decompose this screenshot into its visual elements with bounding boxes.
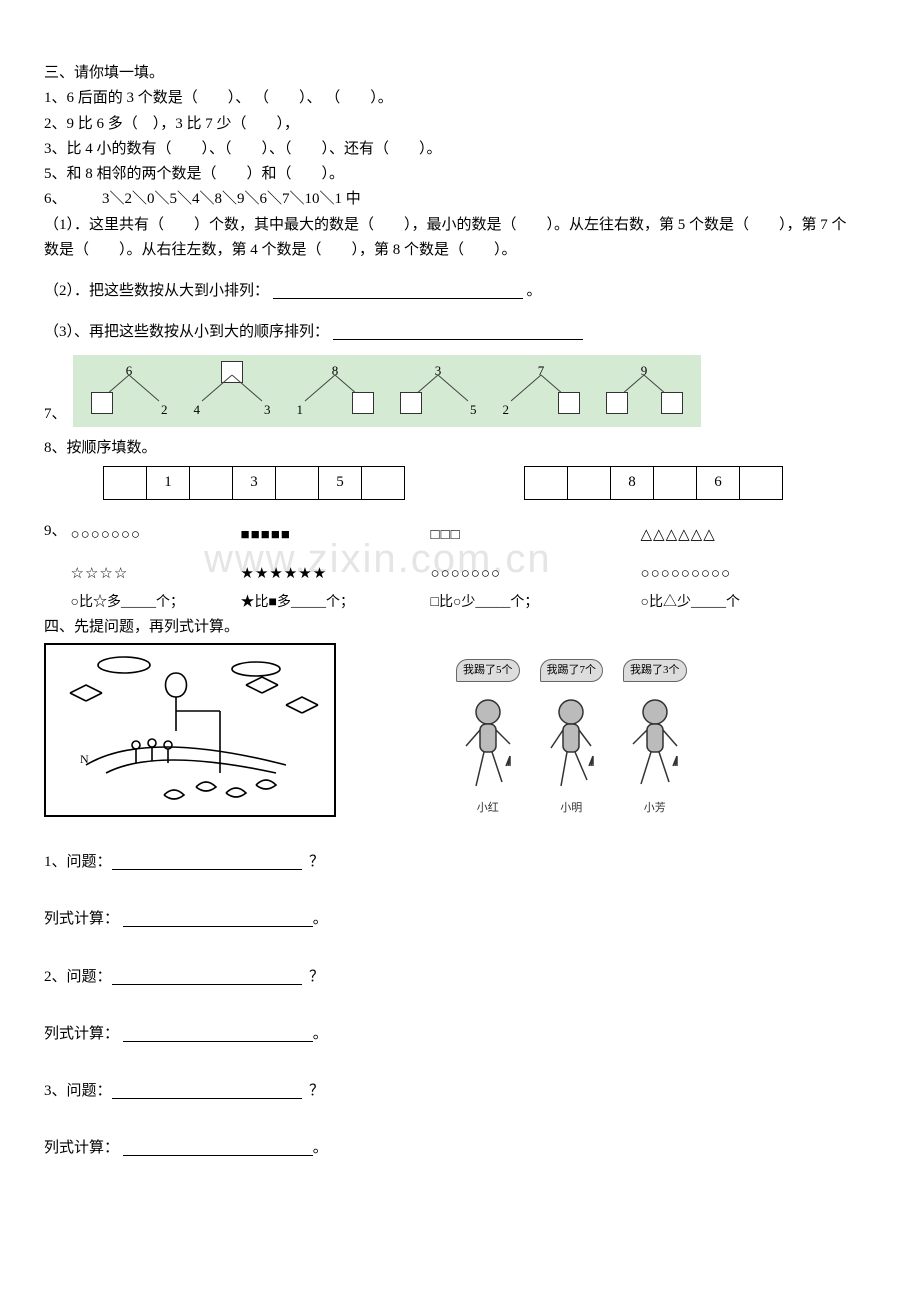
sequence-cell[interactable]: 1 [146,466,190,500]
q9-label: 9、 [44,520,67,543]
number-bond[interactable]: 81 [289,361,382,421]
q2: 2、9 比 6 多（ ），3 比 7 少（ ）， [44,113,876,136]
kid-1: 我踢了5个 小红 [456,659,520,817]
number-bond-strip: 62438135729 [73,355,701,427]
answer-blank[interactable] [123,1026,313,1042]
q6-p2: （2）．把这些数按从大到小排列： 。 [44,280,876,303]
kid-name-2: 小明 [560,800,582,817]
sequence-cell[interactable]: 8 [610,466,654,500]
kid-2: 我踢了7个 小明 [540,659,604,817]
speech-bubble-2: 我踢了7个 [540,659,604,682]
q9-b-cmp[interactable]: ★比■多_____个； [241,592,421,614]
q6-number-set: 3＼2＼0＼5＼4＼8＼9＼6＼7＼10＼1 中 [102,191,361,207]
answer-blank[interactable] [123,911,313,927]
number-bond[interactable]: 9 [598,361,691,421]
answer-blank[interactable] [123,1140,313,1156]
sequence-row: 135 86 [104,466,876,500]
sequence-cell[interactable] [275,466,319,500]
speech-bubble-3: 我踢了3个 [623,659,687,682]
question-blank[interactable] [112,969,302,985]
number-bond[interactable]: 43 [186,361,279,421]
q6-p3-prefix: （3）、再把这些数按从小到大的顺序排列： [44,324,329,340]
question-blank[interactable] [112,854,302,870]
svg-text:N: N [80,752,89,766]
question-line: 1、问题： ？ [44,851,876,874]
q6-p2-blank[interactable] [273,283,523,299]
sequence-cell[interactable]: 3 [232,466,276,500]
q6-p3-blank[interactable] [333,324,583,340]
sequence-cell[interactable] [524,466,568,500]
q9-c-top: □□□ [431,524,631,547]
answer-line: 列式计算： 。 [44,908,876,931]
sequence-b[interactable]: 86 [525,466,783,500]
section4-heading: 四、先提问题，再列式计算。 [44,616,876,639]
q9-a-top: ○○○○○○○ [71,524,231,547]
q9-a-cmp[interactable]: ○比☆多_____个； [71,592,231,614]
number-bond[interactable]: 72 [495,361,588,421]
sequence-cell[interactable] [567,466,611,500]
figure-row: N 我踢了5个 小红 [44,643,876,817]
q9-d-top: △△△△△△ [641,524,841,547]
question-blank[interactable] [112,1083,302,1099]
q9-a-mid: ☆☆☆☆ [71,563,231,586]
kid-figure-icon [458,686,518,796]
sequence-cell[interactable] [103,466,147,500]
answer-line: 列式计算： 。 [44,1023,876,1046]
q8-label: 8、按顺序填数。 [44,437,876,460]
q9-b-mid: ★★★★★★ [241,563,421,586]
number-bond[interactable]: 35 [392,361,485,421]
question-line: 2、问题： ？ [44,966,876,989]
sequence-cell[interactable]: 6 [696,466,740,500]
sequence-cell[interactable] [739,466,783,500]
q9-c-mid: ○○○○○○○ [431,563,631,586]
speech-bubble-1: 我踢了5个 [456,659,520,682]
q6-p1a: （1）．这里共有（ ）个数，其中最大的数是（ ），最小的数是（ ）。从左往右数，… [44,214,876,237]
q6-p3: （3）、再把这些数按从小到大的顺序排列： [44,321,876,344]
kid-figure-icon [625,686,685,796]
q6-p1b: 数是（ ）。从右往左数，第 4 个数是（ ），第 8 个数是（ ）。 [44,239,876,262]
question-line: 3、问题： ？ [44,1080,876,1103]
answer-line: 列式计算： 。 [44,1137,876,1160]
q9-d-mid: ○○○○○○○○○ [641,563,841,586]
sequence-cell[interactable] [189,466,233,500]
kid-figure-icon [541,686,601,796]
sequence-cell[interactable] [653,466,697,500]
sequence-cell[interactable] [361,466,405,500]
kid-name-3: 小芳 [644,800,666,817]
q6-p2-suffix: 。 [527,283,542,299]
q9-c-cmp[interactable]: □比○少_____个； [431,592,631,614]
q6-line1: 6、 3＼2＼0＼5＼4＼8＼9＼6＼7＼10＼1 中 [44,188,876,211]
q7-label: 7、 [44,403,67,426]
kids-illustration: 我踢了5个 小红 我踢了7个 [456,659,687,817]
q6-p2-prefix: （2）．把这些数按从大到小排列： [44,283,269,299]
section3-heading: 三、请你填一填。 [44,62,876,85]
q9-grid: ○○○○○○○ ☆☆☆☆ ○比☆多_____个； ■■■■■ ★★★★★★ ★比… [71,524,841,614]
q6-label: 6、 [44,191,67,207]
q3: 3、比 4 小的数有（ ）、（ ）、（ ）、还有（ ）。 [44,138,876,161]
q5: 5、和 8 相邻的两个数是（ ）和（ ）。 [44,163,876,186]
number-bond[interactable]: 62 [83,361,176,421]
q9-b-top: ■■■■■ [241,524,421,547]
sequence-cell[interactable]: 5 [318,466,362,500]
q1: 1、6 后面的 3 个数是（ ）、 （ ）、 （ ）。 [44,87,876,110]
q9-d-cmp[interactable]: ○比△少_____个 [641,592,841,614]
scene-illustration: N [44,643,336,817]
kid-3: 我踢了3个 小芳 [623,659,687,817]
sequence-a[interactable]: 1 3 5 [104,466,405,500]
kid-name-1: 小红 [477,800,499,817]
